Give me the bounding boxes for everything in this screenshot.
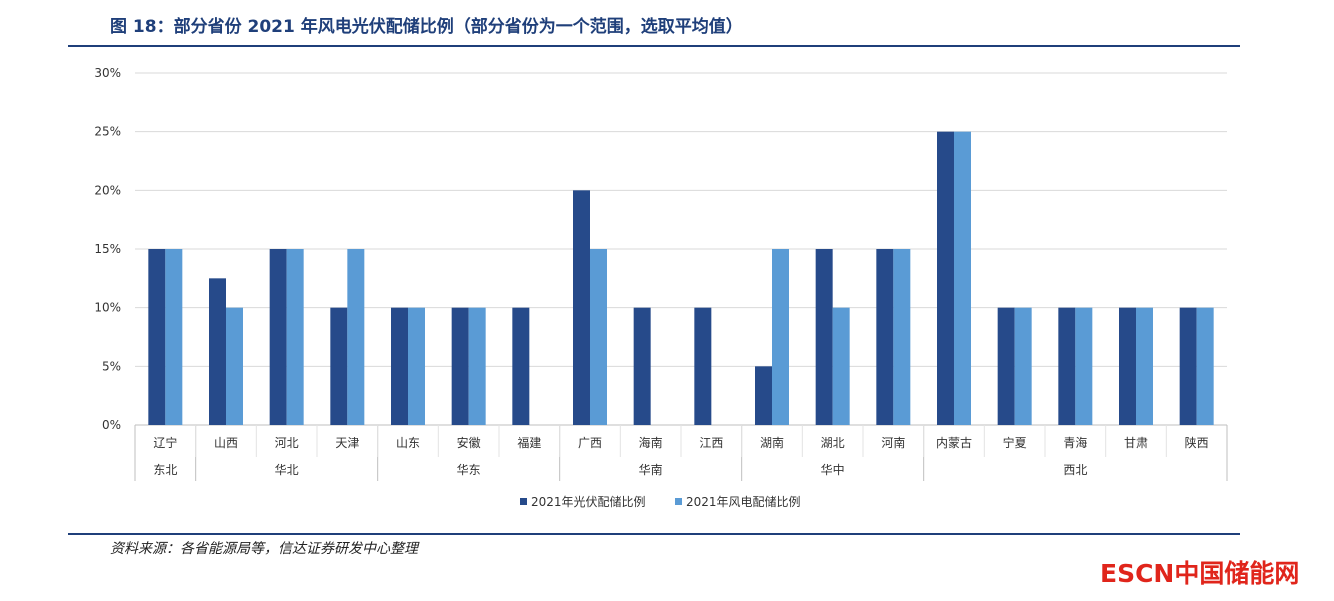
bar-wind: [165, 249, 183, 425]
legend-swatch: [675, 498, 682, 505]
region-label: 华南: [639, 462, 663, 477]
legend-swatch: [520, 498, 527, 505]
region-labels: 东北 华北 华东 华南 华中 西北: [153, 462, 1087, 477]
bars: [148, 131, 1214, 425]
bar-pv: [997, 307, 1015, 425]
category-label: 河南: [881, 435, 905, 450]
bar-wind: [1014, 307, 1032, 425]
bar-pv: [1058, 307, 1076, 425]
bar-wind: [1075, 307, 1093, 425]
y-axis-ticks: 0% 5% 10% 15% 20% 25% 30%: [94, 66, 121, 432]
bar-pv: [148, 249, 166, 425]
bar-pv: [755, 366, 772, 425]
category-label: 湖北: [821, 435, 845, 450]
top-rule: [68, 45, 1240, 47]
y-tick-label: 30%: [94, 66, 121, 80]
bar-pv: [633, 307, 651, 425]
bar-wind: [468, 307, 486, 425]
region-label: 西北: [1063, 463, 1087, 477]
bar-wind: [590, 249, 607, 425]
bar-pv: [1119, 307, 1136, 425]
category-label: 福建: [517, 435, 541, 450]
bar-pv: [815, 249, 833, 425]
region-label: 华中: [821, 462, 845, 477]
bar-pv: [330, 307, 348, 425]
figure-title: 图 18：部分省份 2021 年风电光伏配储比例（部分省份为一个范围，选取平均值…: [110, 17, 743, 37]
category-label: 陕西: [1185, 435, 1209, 450]
bar-pv: [694, 307, 712, 425]
category-label: 广西: [578, 436, 602, 450]
bar-pv: [573, 190, 590, 425]
bar-pv: [451, 307, 469, 425]
y-tick-label: 15%: [94, 242, 121, 256]
bar-wind: [408, 307, 425, 425]
bar-pv: [876, 249, 894, 425]
legend: 2021年光伏配储比例 2021年风电配储比例: [520, 494, 801, 509]
category-label: 甘肃: [1124, 436, 1148, 450]
bar-wind: [347, 249, 365, 425]
y-tick-label: 10%: [94, 301, 121, 315]
region-label: 东北: [153, 463, 177, 477]
bar-wind: [893, 249, 911, 425]
x-axis: [134, 425, 1228, 481]
category-label: 青海: [1063, 435, 1087, 450]
category-label: 宁夏: [1003, 435, 1027, 450]
bar-wind: [772, 249, 789, 425]
bar-wind: [226, 307, 243, 425]
bar-wind: [954, 131, 971, 425]
bar-pv: [1179, 307, 1197, 425]
region-label: 华北: [275, 463, 299, 477]
bar-pv: [391, 307, 408, 425]
category-label: 江西: [699, 436, 723, 450]
bar-wind: [286, 249, 304, 425]
y-tick-label: 20%: [94, 183, 121, 197]
category-label: 内蒙古: [936, 435, 972, 450]
legend-label: 2021年光伏配储比例: [531, 494, 646, 509]
y-tick-label: 0%: [102, 418, 121, 432]
bar-wind: [832, 307, 850, 425]
bar-pv: [512, 307, 530, 425]
bar-wind: [1136, 307, 1153, 425]
category-label: 山东: [396, 436, 420, 450]
category-label: 海南: [639, 435, 663, 450]
category-label: 湖南: [760, 435, 784, 450]
category-label: 安徽: [457, 435, 481, 450]
y-tick-label: 25%: [94, 125, 121, 139]
source-note: 资料来源：各省能源局等，信达证券研发中心整理: [110, 541, 418, 557]
bar-pv: [269, 249, 287, 425]
y-tick-label: 5%: [102, 359, 121, 373]
watermark-logo: ESCN中国储能网: [1100, 559, 1300, 588]
region-label: 华东: [457, 463, 481, 477]
legend-label: 2021年风电配储比例: [686, 494, 801, 509]
category-label: 河北: [275, 436, 299, 450]
bar-wind: [1196, 307, 1214, 425]
bottom-rule: [68, 533, 1240, 535]
bar-pv: [209, 278, 226, 425]
bar-pv: [937, 131, 954, 425]
category-labels: 辽宁 山西 河北 天津 山东 安徽 福建 广西 海南 江西 湖南 湖北 河南 内蒙古 宁夏 青海 甘肃 陕西: [153, 435, 1208, 450]
category-label: 山西: [214, 436, 238, 450]
category-label: 辽宁: [153, 435, 177, 450]
category-label: 天津: [335, 436, 359, 450]
